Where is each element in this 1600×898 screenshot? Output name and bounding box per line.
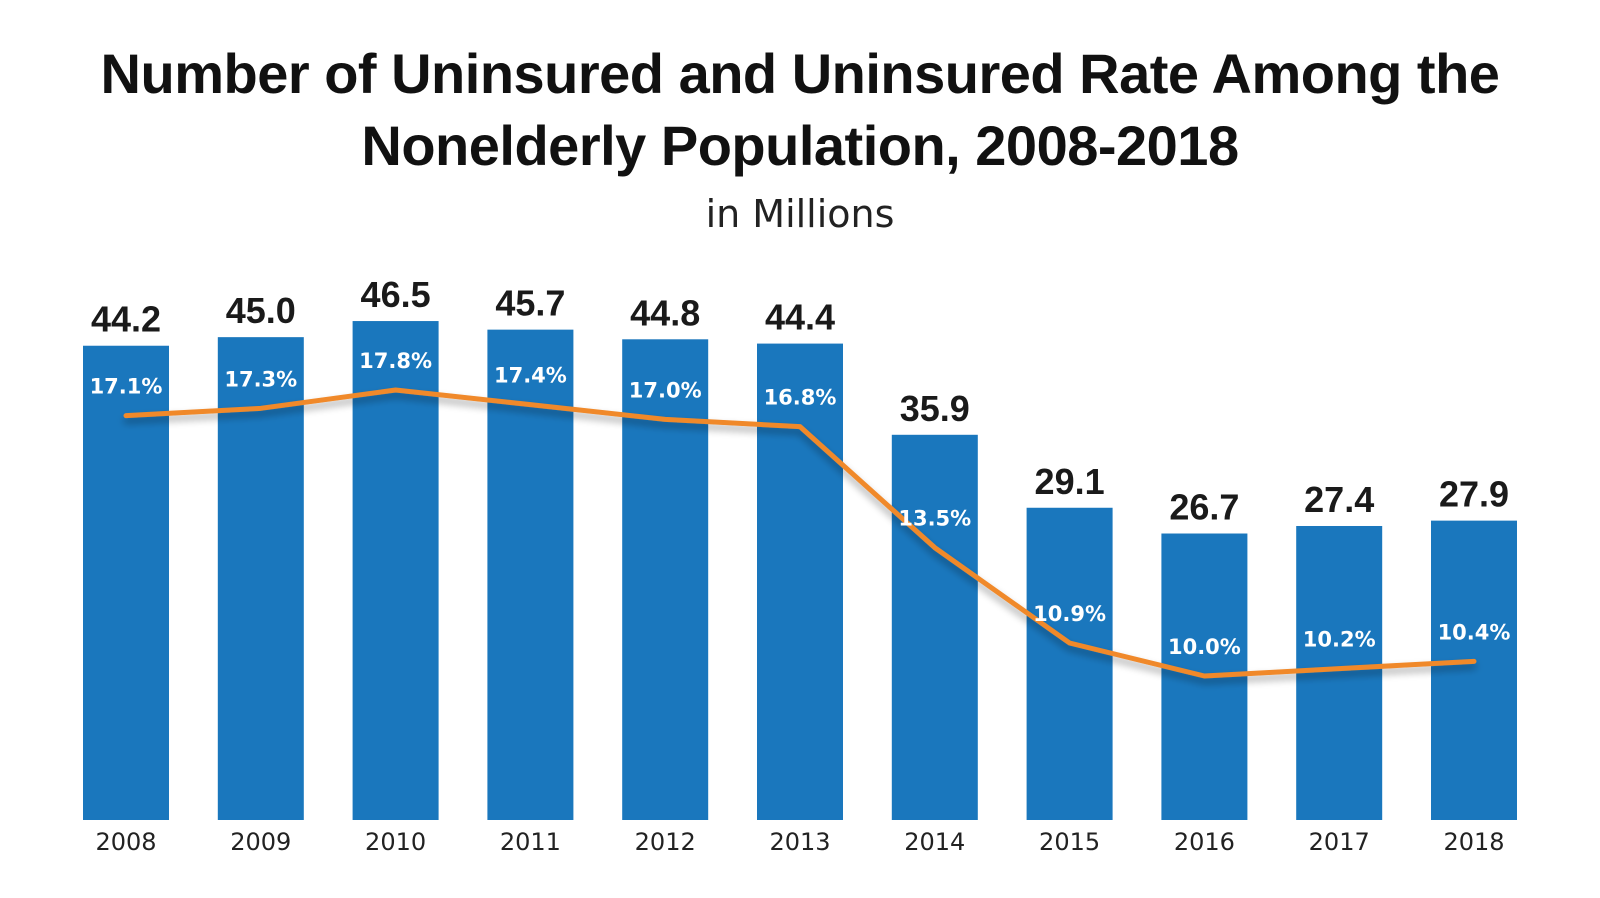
- rate-label-2008: 17.1%: [90, 375, 163, 399]
- bar-2015: [1026, 507, 1113, 820]
- x-tick-label-2011: 2011: [500, 828, 561, 856]
- chart-subtitle: in Millions: [705, 192, 895, 236]
- bar-value-label-2009: 45.0: [226, 290, 296, 331]
- bar-2017: [1296, 525, 1383, 820]
- x-tick-label-2018: 2018: [1443, 828, 1504, 856]
- rate-line: [123, 387, 1477, 679]
- chart-title: Number of Uninsured and Uninsured Rate A…: [0, 38, 1600, 182]
- bar-value-label-2018: 27.9: [1439, 474, 1509, 515]
- rate-label-2018: 10.4%: [1438, 620, 1511, 644]
- x-tick-label-2013: 2013: [769, 828, 830, 856]
- rate-label-2011: 17.4%: [494, 364, 567, 388]
- bar-value-label-2016: 26.7: [1169, 487, 1239, 528]
- rate-label-2013: 16.8%: [764, 386, 837, 410]
- bar-2013: [757, 343, 843, 820]
- x-tick-label-2008: 2008: [95, 828, 156, 856]
- rate-label-2014: 13.5%: [898, 507, 971, 531]
- chart-title-line-1: Number of Uninsured and Uninsured Rate A…: [100, 42, 1500, 105]
- bar-value-label-2015: 29.1: [1035, 461, 1105, 502]
- bar-2011: [487, 329, 574, 820]
- rate-label-2015: 10.9%: [1033, 602, 1106, 626]
- x-tick-label-2016: 2016: [1174, 828, 1235, 856]
- rate-label-2009: 17.3%: [224, 367, 297, 391]
- x-tick-label-2017: 2017: [1309, 828, 1370, 856]
- x-tick-label-2014: 2014: [904, 828, 965, 856]
- bar-value-label-2017: 27.4: [1304, 479, 1374, 520]
- chart-title-line-2: Nonelderly Population, 2008-2018: [361, 114, 1239, 177]
- x-tick-label-2010: 2010: [365, 828, 426, 856]
- bar-2012: [622, 339, 709, 820]
- x-tick-label-2012: 2012: [635, 828, 696, 856]
- rate-label-2016: 10.0%: [1168, 635, 1241, 659]
- rate-label-2012: 17.0%: [629, 378, 702, 402]
- bar-2009: [217, 337, 304, 820]
- x-tick-label-2009: 2009: [230, 828, 291, 856]
- bar-value-label-2011: 45.7: [495, 283, 565, 324]
- rate-label-2010: 17.8%: [359, 349, 432, 373]
- bar-2014: [891, 434, 978, 820]
- bar-value-label-2014: 35.9: [900, 388, 970, 429]
- bar-value-label-2012: 44.8: [630, 292, 700, 333]
- bar-value-label-2013: 44.4: [765, 297, 835, 338]
- bar-2010: [352, 321, 439, 820]
- rate-label-2017: 10.2%: [1303, 628, 1376, 652]
- bar-2018: [1431, 520, 1517, 820]
- x-tick-label-2015: 2015: [1039, 828, 1100, 856]
- bar-value-label-2010: 46.5: [361, 274, 431, 315]
- bar-2008: [83, 345, 169, 820]
- bar-value-label-2008: 44.2: [91, 299, 161, 340]
